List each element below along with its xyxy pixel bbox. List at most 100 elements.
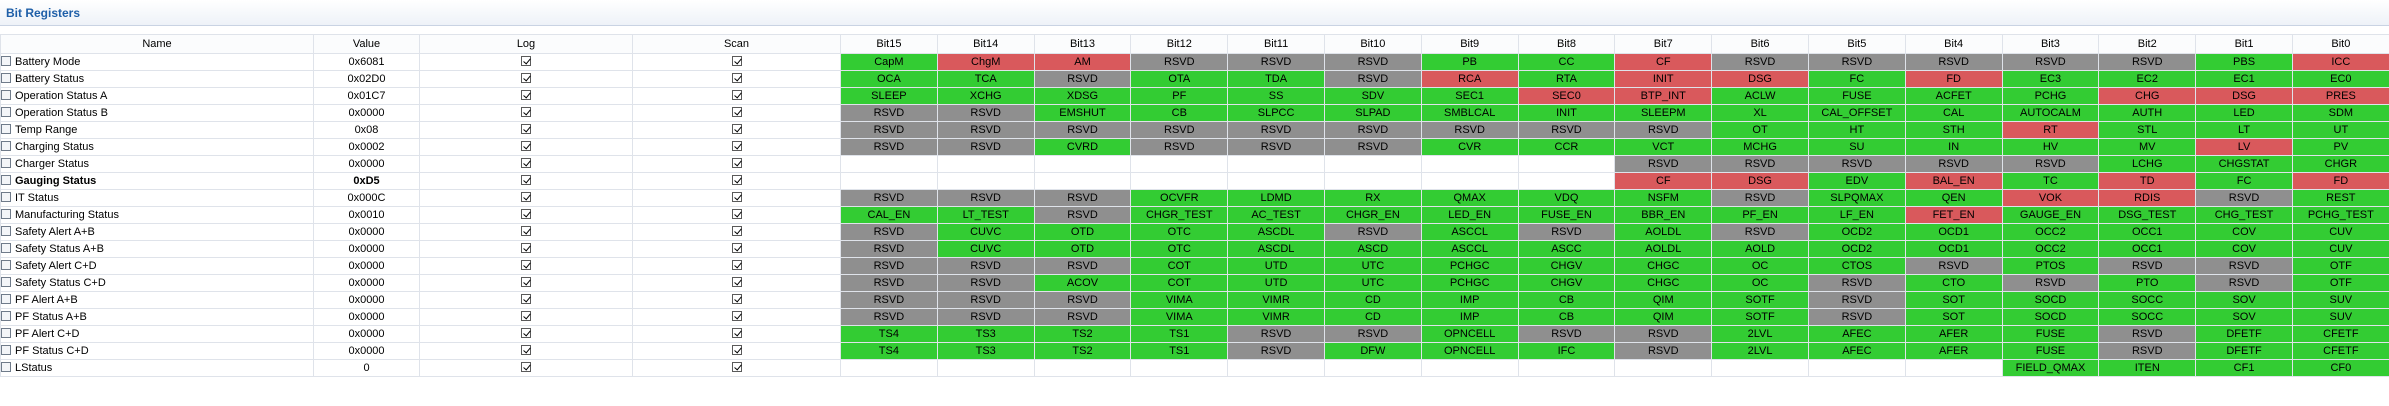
column-header-bit15[interactable]: Bit15 [840, 34, 938, 54]
scan-checkbox[interactable] [731, 158, 742, 168]
column-header-bit14[interactable]: Bit14 [936, 34, 1035, 54]
log-checkbox[interactable] [521, 90, 531, 100]
table-row[interactable]: Charging Status 0x0002 RSVD RSVD CVRD RSVD RSV… [0, 138, 2389, 156]
table-row[interactable]: LStatus 0 FIELD_QMAX ITEN CF1 CF0 [0, 359, 2389, 377]
scan-checkbox[interactable] [731, 243, 742, 253]
column-header-bit3[interactable]: Bit3 [2001, 34, 2100, 54]
column-header-value[interactable]: Value [313, 34, 420, 54]
register-name-cell[interactable]: PF Status C+D [0, 342, 314, 360]
column-header-bit12[interactable]: Bit12 [1130, 34, 1229, 54]
scan-checkbox[interactable] [731, 192, 742, 202]
scan-checkbox[interactable] [731, 73, 742, 83]
log-checkbox[interactable] [521, 209, 531, 219]
register-name-cell[interactable]: Gauging Status [0, 172, 314, 190]
column-header-name[interactable]: Name [0, 34, 314, 54]
table-row[interactable]: Safety Status C+D 0x0000 RSVD RSVD ACOV COT UT… [0, 274, 2389, 292]
table-row[interactable]: PF Status A+B 0x0000 RSVD RSVD RSVD VIMA VIMR C… [0, 308, 2389, 326]
scan-checkbox[interactable] [731, 345, 742, 355]
table-row[interactable]: Operation Status B 0x0000 RSVD RSVD EMSHUT CB… [0, 104, 2389, 122]
scan-checkbox[interactable] [731, 124, 742, 134]
log-checkbox[interactable] [521, 328, 531, 338]
column-header-bit0[interactable]: Bit0 [2291, 34, 2389, 54]
log-checkbox[interactable] [521, 107, 531, 117]
log-checkbox[interactable] [521, 73, 531, 83]
column-header-bit1[interactable]: Bit1 [2195, 34, 2293, 54]
column-header-bit11[interactable]: Bit11 [1227, 34, 1325, 54]
log-checkbox[interactable] [521, 260, 531, 270]
log-checkbox[interactable] [521, 311, 531, 321]
table-row[interactable]: PF Status C+D 0x0000 TS4 TS3 TS2 TS1 RSVD DFW OP… [0, 342, 2389, 360]
register-name-cell[interactable]: PF Alert A+B [0, 291, 314, 309]
register-name-cell[interactable]: Safety Alert C+D [0, 257, 314, 275]
column-header-bit13[interactable]: Bit13 [1033, 34, 1132, 54]
column-header-bit4[interactable]: Bit4 [1904, 34, 2003, 54]
log-checkbox[interactable] [521, 277, 531, 287]
register-name-cell[interactable]: IT Status [0, 189, 314, 207]
column-header-bit9[interactable]: Bit9 [1420, 34, 1519, 54]
column-header-bit2[interactable]: Bit2 [2098, 34, 2197, 54]
register-name-cell[interactable]: Safety Status C+D [0, 274, 314, 292]
scan-checkbox[interactable] [731, 209, 742, 219]
bit-cell: RSVD [1807, 274, 1906, 292]
log-checkbox[interactable] [521, 294, 531, 304]
log-checkbox[interactable] [521, 226, 531, 236]
log-checkbox[interactable] [521, 158, 531, 168]
log-checkbox[interactable] [521, 56, 531, 66]
table-row[interactable]: Manufacturing Status 0x0010 CAL_EN LT_TEST R… [0, 206, 2389, 224]
table-row[interactable]: IT Status 0x000C RSVD RSVD RSVD OCVFR LDMD RX QM… [0, 189, 2389, 207]
register-name-cell[interactable]: Manufacturing Status [0, 206, 314, 224]
register-name-cell[interactable]: PF Status A+B [0, 308, 314, 326]
scan-checkbox[interactable] [731, 328, 742, 338]
scan-checkbox[interactable] [731, 141, 742, 151]
register-name-cell[interactable]: Operation Status B [0, 104, 314, 122]
scan-checkbox[interactable] [731, 90, 742, 100]
table-row[interactable]: Operation Status A 0x01C7 SLEEP XCHG XDSG PF S… [0, 87, 2389, 105]
scan-checkbox[interactable] [731, 260, 742, 270]
register-name-cell[interactable]: Battery Mode [0, 53, 314, 71]
log-checkbox[interactable] [521, 192, 531, 202]
register-name-cell[interactable]: PF Alert C+D [0, 325, 314, 343]
register-name-cell[interactable]: Charger Status [0, 155, 314, 173]
register-name-cell[interactable]: Charging Status [0, 138, 314, 156]
scan-checkbox[interactable] [731, 362, 742, 372]
register-name-cell[interactable]: Temp Range [0, 121, 314, 139]
column-header-log[interactable]: Log [419, 34, 633, 54]
scan-checkbox[interactable] [731, 175, 742, 185]
scan-checkbox[interactable] [731, 226, 742, 236]
scan-checkbox[interactable] [731, 311, 742, 321]
column-header-bit7[interactable]: Bit7 [1614, 34, 1713, 54]
table-row[interactable]: Safety Alert A+B 0x0000 RSVD CUVC OTD OTC ASCD… [0, 223, 2389, 241]
register-name-cell[interactable]: LStatus [0, 359, 314, 377]
table-row[interactable]: PF Alert A+B 0x0000 RSVD RSVD RSVD VIMA VIMR CD… [0, 291, 2389, 309]
table-row[interactable]: Charger Status 0x0000 RSVD RSVD RSVD RSVD RSVD… [0, 155, 2389, 173]
log-checkbox[interactable] [521, 175, 531, 185]
log-checkbox[interactable] [521, 141, 531, 151]
column-header-bit6[interactable]: Bit6 [1711, 34, 1809, 54]
log-checkbox[interactable] [521, 243, 531, 253]
scan-checkbox[interactable] [731, 56, 742, 66]
bit-cell: UT [2291, 121, 2389, 139]
table-row[interactable]: Safety Alert C+D 0x0000 RSVD RSVD RSVD COT UTD… [0, 257, 2389, 275]
bit-cell: RSVD [2001, 155, 2100, 173]
table-row[interactable]: Safety Status A+B 0x0000 RSVD CUVC OTD OTC ASC… [0, 240, 2389, 258]
register-name-cell[interactable]: Battery Status [0, 70, 314, 88]
column-header-bit5[interactable]: Bit5 [1807, 34, 1906, 54]
log-checkbox[interactable] [521, 345, 531, 355]
log-checkbox[interactable] [521, 362, 531, 372]
column-header-bit10[interactable]: Bit10 [1323, 34, 1422, 54]
table-row[interactable]: Battery Status 0x02D0 OCA TCA RSVD OTA TDA RSVD… [0, 70, 2389, 88]
table-row[interactable]: Gauging Status 0xD5 CF DSG EDV BAL_EN TC TD FC FD [0, 172, 2389, 190]
scan-checkbox[interactable] [731, 294, 742, 304]
scan-checkbox[interactable] [731, 277, 742, 287]
table-row[interactable]: Temp Range 0x08 RSVD RSVD RSVD RSVD RSVD RSVD RS… [0, 121, 2389, 139]
register-name-cell[interactable]: Safety Alert A+B [0, 223, 314, 241]
table-row[interactable]: Battery Mode 0x6081 CapM ChgM AM RSVD RSVD RSVD… [0, 53, 2389, 71]
register-name-cell[interactable]: Safety Status A+B [0, 240, 314, 258]
log-checkbox[interactable] [521, 124, 531, 134]
table-row[interactable]: PF Alert C+D 0x0000 TS4 TS3 TS2 TS1 RSVD RSVD OP… [0, 325, 2389, 343]
register-rows: Battery Mode 0x6081 CapM ChgM AM RSVD RSVD RSVD… [0, 53, 2389, 377]
register-name-cell[interactable]: Operation Status A [0, 87, 314, 105]
column-header-bit8[interactable]: Bit8 [1517, 34, 1616, 54]
column-header-scan[interactable]: Scan [632, 34, 841, 54]
scan-checkbox[interactable] [731, 107, 742, 117]
